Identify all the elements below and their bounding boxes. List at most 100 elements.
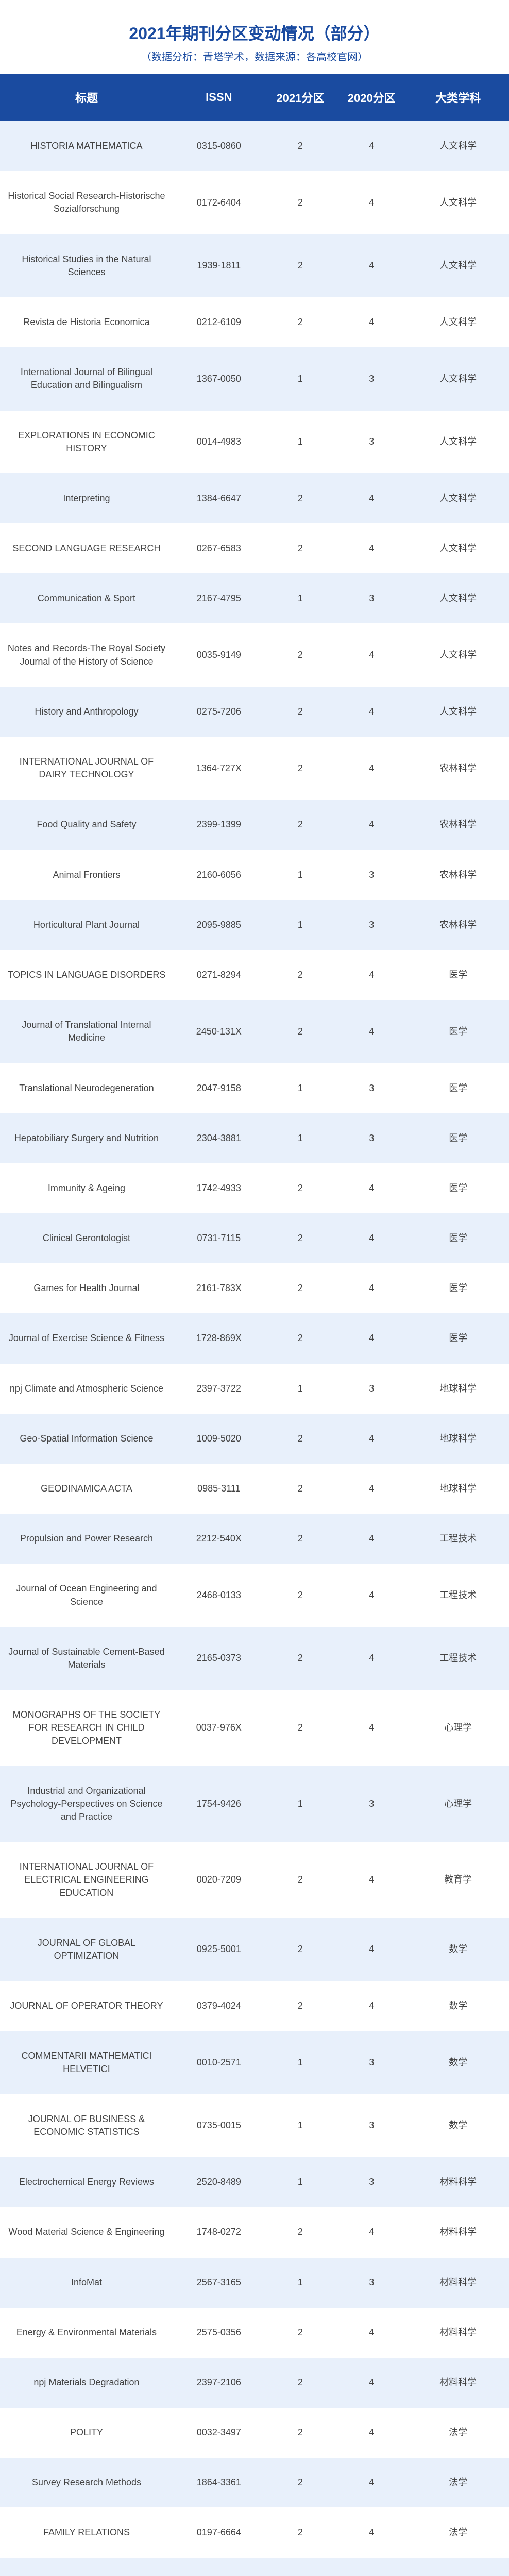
table-row: Games for Health Journal2161-783X24医学 (0, 1263, 509, 1313)
table-row: INTERNATIONAL JOURNAL OF ELECTRICAL ENGI… (0, 1842, 509, 1918)
cell-title: Horticultural Plant Journal (0, 900, 173, 950)
cell-issn: 0315-0860 (173, 121, 265, 171)
cell-title: Propulsion and Power Research (0, 1514, 173, 1564)
cell-2021: 2 (265, 1514, 336, 1564)
cell-2020: 4 (336, 1627, 407, 1690)
table-row: Translational Neurodegeneration2047-9158… (0, 1063, 509, 1113)
cell-category: 农林科学 (407, 850, 509, 900)
table-row: EXPLORATIONS IN ECONOMIC HISTORY0014-498… (0, 411, 509, 473)
cell-2020: 4 (336, 2458, 407, 2507)
table-row: JOURNAL OF BUSINESS & ECONOMIC STATISTIC… (0, 2094, 509, 2157)
cell-2020: 3 (336, 1113, 407, 1163)
cell-title: InfoMat (0, 2258, 173, 2308)
cell-issn: 2161-783X (173, 1263, 265, 1313)
cell-category: 人文科学 (407, 234, 509, 297)
cell-category: 材料科学 (407, 2157, 509, 2207)
cell-2021: 2 (265, 1564, 336, 1626)
table-row: InfoMat2567-316513材料科学 (0, 2258, 509, 2308)
table-row: FAMILY RELATIONS0197-666424法学 (0, 2507, 509, 2557)
table-row: History and Anthropology0275-720624人文科学 (0, 687, 509, 737)
cell-2021: 1 (265, 1113, 336, 1163)
cell-category: 数学 (407, 2031, 509, 2094)
table-row: INTERNATIONAL JOURNAL OF DAIRY TECHNOLOG… (0, 737, 509, 800)
cell-title: POLITY (0, 2408, 173, 2458)
cell-2021: 2 (265, 171, 336, 234)
cell-category: 地球科学 (407, 1414, 509, 1464)
table-row: JOURNAL OF OPERATOR THEORY0379-402424数学 (0, 1981, 509, 2031)
cell-2021: 2 (265, 2207, 336, 2257)
cell-category: 人文科学 (407, 121, 509, 171)
cell-2020: 4 (336, 1313, 407, 1363)
cell-2020: 3 (336, 2031, 407, 2094)
cell-issn: 2450-131X (173, 1000, 265, 1063)
cell-title: COMMENTARII MATHEMATICI HELVETICI (0, 2031, 173, 2094)
cell-issn: 1728-869X (173, 1313, 265, 1363)
cell-category: 数学 (407, 2094, 509, 2157)
table-body: HISTORIA MATHEMATICA0315-086024人文科学 Histo… (0, 121, 509, 2576)
table-row: JOURNAL OF GLOBAL OPTIMIZATION0925-50012… (0, 1918, 509, 1981)
cell-issn: 0172-6404 (173, 171, 265, 234)
cell-2021: 2 (265, 1414, 336, 1464)
cell-category: 法学 (407, 2458, 509, 2507)
cell-title: Journal of Sustainable Cement-Based Mate… (0, 1627, 173, 1690)
cell-category: 人文科学 (407, 473, 509, 523)
table-row: MONOGRAPHS OF THE SOCIETY FOR RESEARCH I… (0, 1690, 509, 1766)
table-row: Interpreting1384-664724人文科学 (0, 473, 509, 523)
cell-issn: 2397-3722 (173, 1364, 265, 1414)
cell-category: 人文科学 (407, 573, 509, 623)
cell-2020: 4 (336, 2358, 407, 2408)
cell-2021: 2 (265, 687, 336, 737)
table-row: Historical Studies in the Natural Scienc… (0, 234, 509, 297)
cell-issn: 1864-3361 (173, 2458, 265, 2507)
table-row: Journal of African Cultural Studies1369-… (0, 2558, 509, 2576)
table-row: Journal of Translational Internal Medici… (0, 1000, 509, 1063)
cell-category: 医学 (407, 1000, 509, 1063)
cell-category: 材料科学 (407, 2207, 509, 2257)
cell-category: 医学 (407, 1213, 509, 1263)
table-row: Wood Material Science & Engineering1748-… (0, 2207, 509, 2257)
cell-2021: 2 (265, 121, 336, 171)
cell-2020: 4 (336, 1564, 407, 1626)
cell-issn: 1009-5020 (173, 1414, 265, 1464)
cell-issn: 0032-3497 (173, 2408, 265, 2458)
cell-2020: 3 (336, 2157, 407, 2207)
cell-title: Electrochemical Energy Reviews (0, 2157, 173, 2207)
cell-issn: 2160-6056 (173, 850, 265, 900)
cell-category: 材料科学 (407, 2358, 509, 2408)
cell-2020: 3 (336, 900, 407, 950)
cell-2020: 3 (336, 573, 407, 623)
table-row: Journal of Exercise Science & Fitness172… (0, 1313, 509, 1363)
table-row: HISTORIA MATHEMATICA0315-086024人文科学 (0, 121, 509, 171)
cell-title: INTERNATIONAL JOURNAL OF ELECTRICAL ENGI… (0, 1842, 173, 1918)
cell-2020: 4 (336, 1263, 407, 1313)
cell-2021: 2 (265, 297, 336, 347)
table-row: Food Quality and Safety2399-139924农林科学 (0, 800, 509, 850)
table-row: Communication & Sport2167-479513人文科学 (0, 573, 509, 623)
table-row: npj Climate and Atmospheric Science2397-… (0, 1364, 509, 1414)
cell-category: 工程技术 (407, 1514, 509, 1564)
cell-2021: 2 (265, 737, 336, 800)
cell-title: Revista de Historia Economica (0, 297, 173, 347)
cell-issn: 2165-0373 (173, 1627, 265, 1690)
cell-2021: 2 (265, 1000, 336, 1063)
cell-issn: 2212-540X (173, 1514, 265, 1564)
cell-2021: 2 (265, 1627, 336, 1690)
cell-title: JOURNAL OF GLOBAL OPTIMIZATION (0, 1918, 173, 1981)
cell-title: Animal Frontiers (0, 850, 173, 900)
cell-title: GEODINAMICA ACTA (0, 1464, 173, 1514)
cell-issn: 0735-0015 (173, 2094, 265, 2157)
cell-2020: 4 (336, 1918, 407, 1981)
cell-issn: 2397-2106 (173, 2358, 265, 2408)
cell-issn: 0275-7206 (173, 687, 265, 737)
cell-title: Survey Research Methods (0, 2458, 173, 2507)
cell-2020: 4 (336, 1414, 407, 1464)
cell-category: 人文科学 (407, 171, 509, 234)
cell-2021: 2 (265, 800, 336, 850)
cell-category: 地球科学 (407, 1364, 509, 1414)
cell-title: Interpreting (0, 473, 173, 523)
table-row: Survey Research Methods1864-336124法学 (0, 2458, 509, 2507)
table-row: Horticultural Plant Journal2095-988513农林… (0, 900, 509, 950)
cell-title: Journal of Exercise Science & Fitness (0, 1313, 173, 1363)
cell-title: Notes and Records-The Royal Society Jour… (0, 623, 173, 686)
cell-2020: 4 (336, 2507, 407, 2557)
